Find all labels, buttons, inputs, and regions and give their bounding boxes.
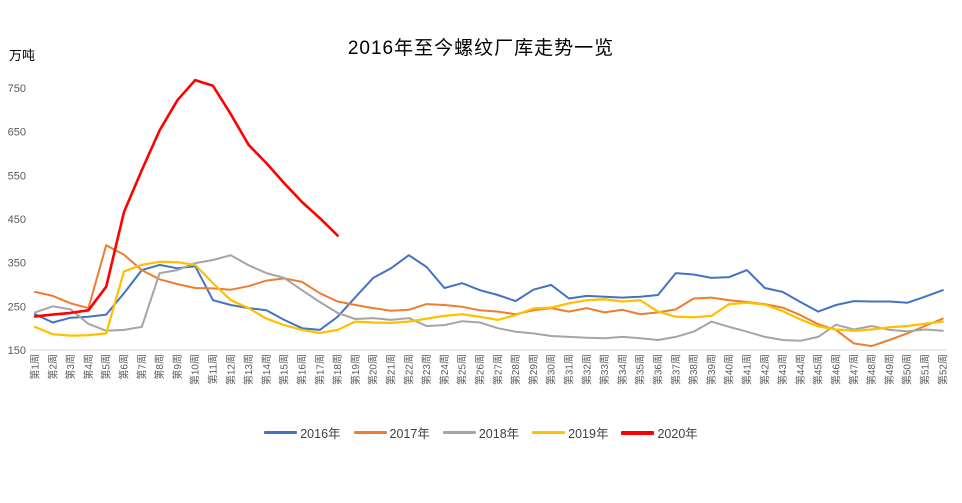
legend-label: 2020年 xyxy=(657,427,698,441)
x-axis-tick-label: 第31周 xyxy=(563,354,576,385)
x-axis-tick-label: 第35周 xyxy=(634,354,647,385)
legend-item-2016年: 2016年 xyxy=(264,423,341,442)
x-axis-tick-label: 第15周 xyxy=(278,354,291,385)
legend-item-2017年: 2017年 xyxy=(353,423,430,442)
x-axis-tick-label: 第28周 xyxy=(509,354,522,385)
legend-line-swatch xyxy=(353,431,387,434)
x-axis-tick-label: 第3周 xyxy=(64,354,77,380)
x-axis-tick-label: 第2周 xyxy=(46,354,59,380)
x-axis-tick-label: 第21周 xyxy=(385,354,398,385)
x-axis-tick-label: 第51周 xyxy=(919,354,932,385)
legend-label: 2017年 xyxy=(389,427,430,441)
x-axis-tick-label: 第44周 xyxy=(794,354,807,385)
series-line-2017年 xyxy=(34,244,944,348)
x-axis-tick-label: 第10周 xyxy=(189,354,202,385)
x-axis-tick-label: 第37周 xyxy=(669,354,682,385)
legend-line-swatch xyxy=(264,431,298,434)
x-axis-tick-label: 第39周 xyxy=(705,354,718,385)
x-axis-tick-label: 第12周 xyxy=(224,354,237,385)
x-axis-tick-label: 第14周 xyxy=(260,354,273,385)
x-axis-tick-label: 第46周 xyxy=(830,354,843,385)
x-axis-tick-label: 第7周 xyxy=(135,354,148,380)
x-axis-tick-label: 第33周 xyxy=(598,354,611,385)
y-axis-tick-label: 250 xyxy=(8,301,26,313)
legend-line-swatch xyxy=(621,430,655,435)
legend-item-2020年: 2020年 xyxy=(621,423,698,442)
legend-line-swatch xyxy=(442,431,476,434)
legend-label: 2019年 xyxy=(568,427,609,441)
x-axis-tick-label: 第29周 xyxy=(527,354,540,385)
x-axis-tick-label: 第13周 xyxy=(242,354,255,385)
legend-item-2019年: 2019年 xyxy=(532,423,608,442)
y-axis-unit-label: 万吨 xyxy=(9,48,36,63)
x-axis-tick-label: 第22周 xyxy=(402,354,415,385)
x-axis-tick-label: 第8周 xyxy=(153,354,166,380)
x-axis-tick-label: 第38周 xyxy=(687,354,700,385)
x-axis-tick-label: 第50周 xyxy=(901,354,914,385)
x-axis-tick-label: 第42周 xyxy=(758,354,771,385)
x-axis-tick-label: 第34周 xyxy=(616,354,629,385)
x-axis-tick-label: 第43周 xyxy=(776,354,789,385)
x-axis-tick-label: 第45周 xyxy=(812,354,825,385)
x-axis-tick-label: 第40周 xyxy=(723,354,736,385)
x-axis-tick-label: 第16周 xyxy=(296,354,309,385)
x-axis-tick-label: 第5周 xyxy=(100,354,113,380)
series-line-2018年 xyxy=(34,254,944,342)
x-axis-tick-label: 第17周 xyxy=(313,354,326,385)
x-axis-tick-label: 第1周 xyxy=(29,354,42,380)
y-axis-tick-label: 650 xyxy=(8,127,26,139)
x-axis-tick-label: 第9周 xyxy=(171,354,184,380)
x-axis-tick-label: 第49周 xyxy=(883,354,896,385)
chart-legend: 2016年 2017年 2018年 2019年 2020年 xyxy=(0,423,962,442)
x-axis-tick-label: 第47周 xyxy=(847,354,860,385)
y-axis-tick-label: 450 xyxy=(8,214,26,226)
x-axis-tick-label: 第23周 xyxy=(420,354,433,385)
x-axis-tick-label: 第30周 xyxy=(545,354,558,385)
x-axis-tick-label: 第26周 xyxy=(474,354,487,385)
x-axis-tick-label: 第36周 xyxy=(652,354,665,385)
legend-label: 2016年 xyxy=(300,427,341,441)
x-axis-tick-label: 第6周 xyxy=(118,354,131,380)
x-axis-tick-label: 第11周 xyxy=(207,354,220,384)
x-axis-tick-label: 第19周 xyxy=(349,354,362,385)
legend-label: 2018年 xyxy=(478,427,520,441)
x-axis-tick-label: 第32周 xyxy=(580,354,593,385)
x-axis-tick-label: 第41周 xyxy=(741,354,754,385)
x-axis-tick-label: 第27周 xyxy=(491,354,504,385)
series-line-2020年 xyxy=(33,78,339,318)
y-axis-tick-label: 150 xyxy=(8,345,26,357)
x-axis-tick-label: 第24周 xyxy=(438,354,451,385)
legend-line-swatch xyxy=(532,431,566,434)
x-axis-tick-label: 第20周 xyxy=(367,354,380,385)
x-axis-tick-label: 第48周 xyxy=(865,354,878,385)
y-axis-tick-label: 350 xyxy=(8,258,26,270)
chart-title: 2016年至今螺纹厂库走势一览 xyxy=(347,38,615,59)
y-axis-tick-label: 550 xyxy=(8,170,26,182)
x-axis-tick-label: 第4周 xyxy=(82,354,95,380)
x-axis-tick-label: 第25周 xyxy=(456,354,469,385)
series-line-2019年 xyxy=(33,260,944,337)
x-axis-tick-label: 第18周 xyxy=(331,354,344,385)
legend-item-2018年: 2018年 xyxy=(442,423,520,442)
y-axis-tick-label: 750 xyxy=(8,83,26,95)
x-axis-tick-label: 第52周 xyxy=(936,354,949,385)
